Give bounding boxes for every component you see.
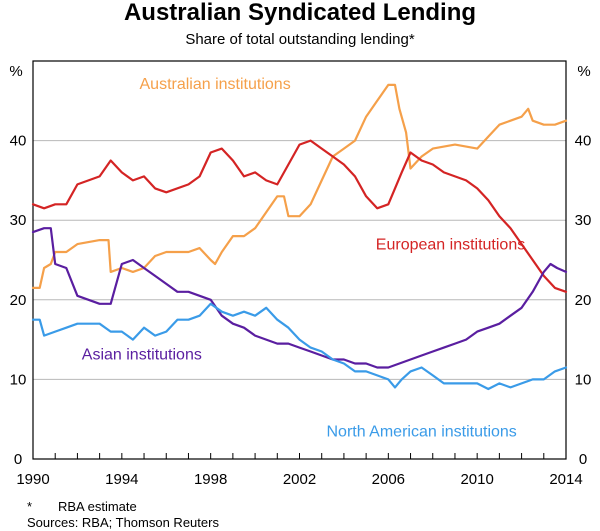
- y-tick-left-0: 0: [14, 451, 22, 468]
- series-label-australian-institutions: Australian institutions: [140, 76, 291, 93]
- x-tick-1990: 1990: [16, 471, 49, 488]
- y-unit-right: %: [577, 63, 590, 80]
- series-line-australian-institutions: [31, 83, 568, 289]
- y-tick-right-20: 20: [575, 292, 592, 309]
- x-ticks: 1990 1994 1998 2002 2006 2010 2014: [16, 453, 583, 488]
- y-tick-right-40: 40: [575, 133, 592, 150]
- x-tick-1994: 1994: [105, 471, 138, 488]
- series-line-european-institutions: [31, 139, 568, 293]
- gridlines: [33, 140, 566, 380]
- chart-subtitle: Share of total outstanding lending*: [185, 31, 415, 48]
- y-unit-left: %: [9, 63, 22, 80]
- series-labels: Australian institutions European institut…: [82, 76, 525, 441]
- plot-frame: [32, 60, 567, 460]
- y-tick-left-20: 20: [10, 292, 27, 309]
- y-tick-left-10: 10: [10, 371, 27, 388]
- series-line-north-american-institutions: [31, 302, 568, 391]
- footnote-estimate: RBA estimate: [58, 499, 137, 514]
- x-tick-2010: 2010: [460, 471, 493, 488]
- series-label-european-institutions: European institutions: [376, 237, 525, 254]
- y-tick-left-30: 30: [10, 212, 27, 229]
- series-lines: [31, 83, 568, 391]
- series-label-asian-institutions: Asian institutions: [82, 347, 202, 364]
- y-tick-labels: 0 0 10 10 20 20 30 30 40 40: [10, 133, 592, 468]
- chart-title: Australian Syndicated Lending: [123, 0, 477, 26]
- x-tick-2002: 2002: [283, 471, 316, 488]
- footnote-sources: Sources: RBA; Thomson Reuters: [27, 515, 219, 530]
- series-line-asian-institutions: [31, 227, 568, 369]
- y-tick-left-40: 40: [10, 133, 27, 150]
- y-tick-right-0: 0: [579, 451, 587, 468]
- y-tick-right-30: 30: [575, 212, 592, 229]
- x-tick-2014: 2014: [549, 471, 582, 488]
- y-tick-right-10: 10: [575, 371, 592, 388]
- series-label-north-american-institutions: North American institutions: [326, 424, 516, 441]
- x-tick-1998: 1998: [194, 471, 227, 488]
- x-tick-2006: 2006: [372, 471, 405, 488]
- footnote-mark: *: [27, 499, 33, 514]
